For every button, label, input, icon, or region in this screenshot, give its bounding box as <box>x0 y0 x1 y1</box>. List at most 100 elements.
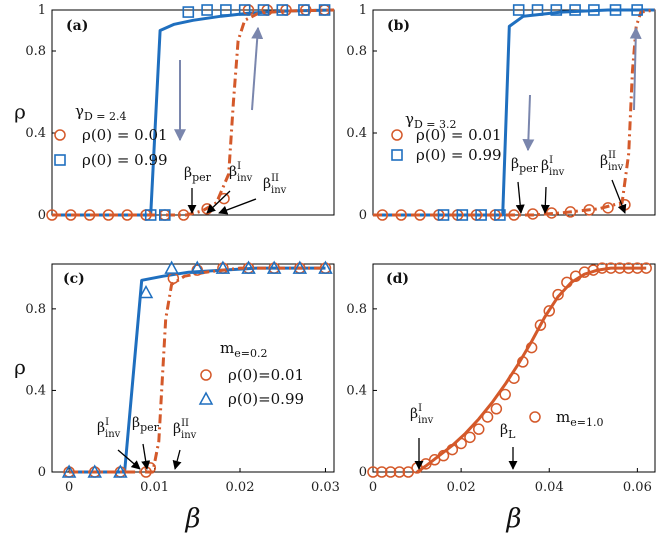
annotation-label: βper <box>184 165 212 184</box>
data-point <box>552 288 564 301</box>
y-tick-label: 0.8 <box>346 302 367 317</box>
annotation-arrow <box>206 190 231 214</box>
data-point <box>266 260 282 274</box>
legend-label: ρ(0) = 0.01 <box>82 126 168 144</box>
x-tick-label: 0.04 <box>535 480 564 495</box>
y-tick-label: 0.4 <box>346 126 367 141</box>
data-point <box>588 4 600 16</box>
data-point <box>46 209 58 221</box>
x-tick-label: 0.02 <box>447 480 476 495</box>
data-point <box>65 209 77 221</box>
data-point <box>121 209 133 221</box>
y-axis-label: ρ <box>14 355 26 379</box>
y-axis-label: ρ <box>14 100 26 124</box>
x-tick-label: 0.02 <box>226 480 255 495</box>
data-point <box>494 209 506 221</box>
legend-label: ρ(0) = 0.99 <box>416 146 502 164</box>
x-tick-label: 0.03 <box>311 480 340 495</box>
data-point <box>456 209 469 221</box>
panel-label: (a) <box>66 18 88 34</box>
legend-marker <box>391 149 403 161</box>
legend-marker <box>529 411 541 423</box>
data-point <box>473 423 485 435</box>
panel-0: 0 0.4 0.8 1 ρ (a) γD = 2.4 ρ(0) = 0.01 ρ(0) = 0.… <box>14 3 335 223</box>
y-tick-label: 0.4 <box>346 383 367 398</box>
annotation-arrow <box>172 449 182 470</box>
data-point <box>292 260 308 274</box>
data-point <box>298 4 310 16</box>
panel-label: (c) <box>63 271 85 287</box>
x-tick-label: 0 <box>369 480 377 495</box>
annotation-label: βI inv <box>541 155 565 178</box>
data-point <box>499 388 511 401</box>
data-point <box>490 403 503 415</box>
y-tick-label: 0 <box>359 208 367 223</box>
annotation-arrow <box>218 198 257 215</box>
y-tick-label: 1 <box>359 3 367 18</box>
plot-frame <box>51 263 335 473</box>
data-point <box>622 262 635 274</box>
data-point <box>318 260 333 274</box>
data-point <box>609 4 622 16</box>
series-line <box>416 266 647 474</box>
y-tick-label: 0 <box>359 465 367 480</box>
hysteresis-arrow <box>251 26 264 111</box>
hysteresis-arrow <box>629 26 642 111</box>
series-line <box>52 8 335 217</box>
y-tick-label: 1 <box>38 3 46 18</box>
legend-marker <box>200 369 212 381</box>
data-point <box>241 260 256 274</box>
annotation-arrow <box>540 186 550 214</box>
data-point <box>569 4 581 16</box>
data-point <box>367 466 379 478</box>
data-point <box>605 262 617 274</box>
data-point <box>437 209 450 221</box>
data-point <box>446 443 459 456</box>
data-point <box>164 260 179 274</box>
data-point <box>384 466 397 478</box>
data-point <box>508 372 520 384</box>
data-point <box>159 209 171 221</box>
data-point <box>144 209 157 221</box>
data-point <box>583 204 595 216</box>
x-axis-label: β <box>184 504 200 534</box>
data-point <box>276 4 289 16</box>
series-line <box>373 8 655 217</box>
y-tick-label: 0.8 <box>25 302 46 317</box>
data-point <box>87 464 102 478</box>
y-tick-label: 0 <box>38 465 46 480</box>
data-point <box>517 356 529 368</box>
x-tick-label: 0.01 <box>140 480 169 495</box>
legend-label: ρ(0)=0.99 <box>228 390 304 408</box>
data-point <box>113 464 128 478</box>
data-point <box>238 4 251 16</box>
data-point <box>631 262 644 274</box>
data-point <box>376 209 389 221</box>
data-point <box>218 192 230 205</box>
data-point <box>201 4 213 16</box>
legend-marker <box>391 129 403 141</box>
y-tick-label: 0.8 <box>346 44 367 59</box>
annotation-arrow <box>515 181 525 214</box>
y-tick-label: 0.4 <box>25 383 46 398</box>
legend-title: γD = 3.2 <box>405 110 457 131</box>
panel-label: (b) <box>387 18 410 34</box>
data-point <box>481 411 494 423</box>
data-point <box>527 208 539 220</box>
data-point <box>455 437 467 450</box>
y-tick-label: 0.8 <box>25 44 46 59</box>
annotation-label: βII inv <box>600 150 624 173</box>
legend-marker <box>54 154 66 166</box>
series-line <box>69 266 326 474</box>
data-point <box>177 209 190 221</box>
legend-marker <box>198 391 214 405</box>
data-point <box>61 464 77 478</box>
data-point <box>631 4 643 16</box>
data-point <box>190 260 205 274</box>
data-point <box>640 262 652 274</box>
panel-label: (d) <box>386 271 409 287</box>
panel-3: 0 0.4 0.8 0 0.02 0.04 0.06 β (d) me=1.0 βI inv βL <box>346 262 656 534</box>
data-point <box>561 276 573 289</box>
legend-marker <box>54 129 66 141</box>
